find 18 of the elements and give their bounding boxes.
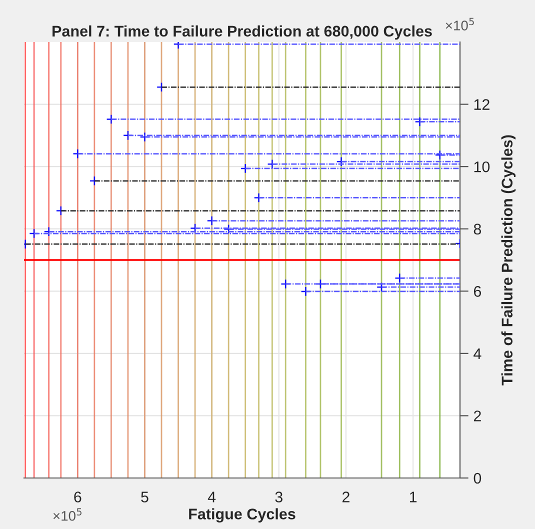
y-tick-label: 10 [474,161,490,172]
text: ×10$^{5}$ [53,508,82,521]
y-tick-label: 12 [474,99,490,110]
chart-title: Panel 7: Time to Failure Prediction at 680,000 Cycles [52,25,432,40]
y-tick-label: 2 [474,410,481,422]
y-axis-title: Time of Failure Prediction (Cycles) [501,135,516,386]
x-tick-label: 1 [410,492,417,502]
text: ×10$^{5}$ [446,18,474,30]
x-tick-label: 6 [74,492,82,502]
x-tick-label: 5 [141,492,148,502]
x-tick-label: 4 [208,492,216,502]
x-tick-label: 2 [342,492,350,502]
y-tick-label: 4 [474,348,482,359]
y-tick-label: 8 [474,224,482,235]
x-tick-label: 3 [275,492,282,502]
x-axis-title: Fatigue Cycles [189,508,296,523]
y-tick-label: 0 [474,472,482,484]
y-tick-label: 6 [474,286,482,297]
